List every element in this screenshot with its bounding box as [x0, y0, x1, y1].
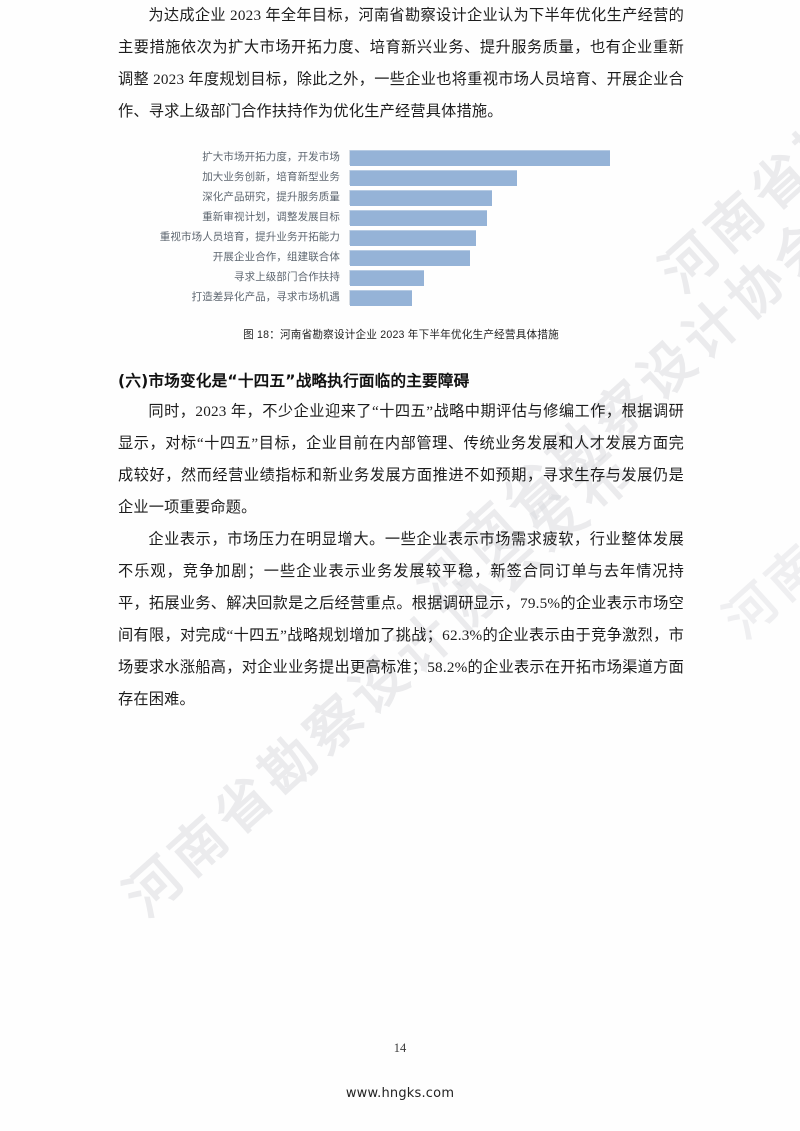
chart-bar [350, 190, 492, 206]
figure-caption: 图 18：河南省勘察设计企业 2023 年下半年优化生产经营具体措施 [243, 329, 559, 341]
chart-row: 寻求上级部门合作扶持 [118, 270, 684, 286]
chart-bar [350, 210, 487, 226]
chart-category-label: 打造差异化产品，寻求市场机遇 [191, 291, 340, 303]
paragraph-market-pressure: 企业表示，市场压力在明显增大。一些企业表示市场需求疲软，行业整体发展不乐观，竞争… [118, 531, 684, 708]
chart-bar [350, 150, 610, 166]
chart-row: 重视市场人员培育，提升业务开拓能力 [118, 230, 684, 246]
section-heading: (六)市场变化是“十四五”战略执行面临的主要障碍 [118, 372, 470, 390]
chart-category-label: 开展企业合作，组建联合体 [212, 251, 340, 263]
chart-plot-area [349, 150, 684, 166]
chart-plot-area [349, 230, 684, 246]
chart-plot-area [349, 190, 684, 206]
chart-row: 深化产品研究，提升服务质量 [118, 190, 684, 206]
chart-category-label: 深化产品研究，提升服务质量 [202, 191, 340, 203]
paragraph-strategy-review: 同时，2023 年，不少企业迎来了“十四五”战略中期评估与修编工作，根据调研显示… [118, 403, 684, 516]
chart-row: 开展企业合作，组建联合体 [118, 250, 684, 266]
chart-bar [350, 250, 470, 266]
chart-category-label: 加大业务创新，培育新型业务 [202, 171, 340, 183]
page-number: 14 [393, 1041, 407, 1055]
chart-row: 加大业务创新，培育新型业务 [118, 170, 684, 186]
chart-category-label: 扩大市场开拓力度，开发市场 [202, 151, 340, 163]
chart-plot-area [349, 210, 684, 226]
chart-plot-area [349, 270, 684, 286]
chart-row: 打造差异化产品，寻求市场机遇 [118, 290, 684, 306]
chart-bar [350, 230, 476, 246]
paragraph-intro: 为达成企业 2023 年全年目标，河南省勘察设计企业认为下半年优化生产经营的主要… [118, 7, 684, 120]
footer-url: www.hngks.com [345, 1086, 455, 1101]
chart-category-label: 重新审视计划，调整发展目标 [202, 211, 340, 223]
chart-row: 扩大市场开拓力度，开发市场 [118, 150, 684, 166]
chart-bar [350, 270, 424, 286]
bar-chart: 扩大市场开拓力度，开发市场 加大业务创新，培育新型业务 深化产品研究，提升服务质… [118, 146, 684, 306]
chart-row: 重新审视计划，调整发展目标 [118, 210, 684, 226]
watermark-text: 河南省勘察设计协会发布 [712, 193, 800, 650]
chart-plot-area [349, 250, 684, 266]
chart-bar [350, 170, 517, 186]
chart-bar [350, 290, 412, 306]
figure-18: 扩大市场开拓力度，开发市场 加大业务创新，培育新型业务 深化产品研究，提升服务质… [118, 146, 684, 342]
chart-plot-area [349, 290, 684, 306]
chart-category-label: 寻求上级部门合作扶持 [234, 271, 340, 283]
chart-category-label: 重视市场人员培育，提升业务开拓能力 [159, 231, 340, 243]
chart-plot-area [349, 170, 684, 186]
page-content: 为达成企业 2023 年全年目标，河南省勘察设计企业认为下半年优化生产经营的主要… [118, 0, 684, 716]
